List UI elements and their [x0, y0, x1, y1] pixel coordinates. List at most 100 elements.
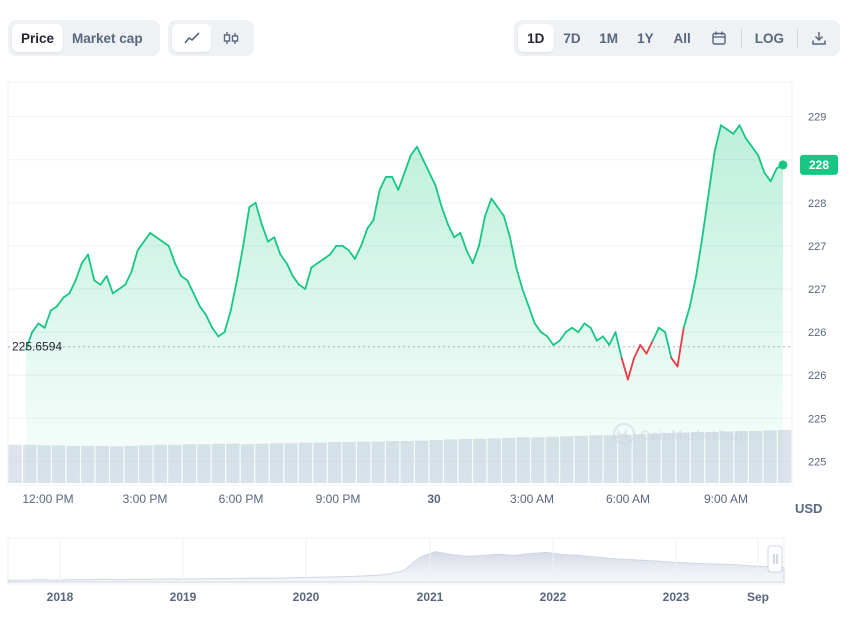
price-line-segment	[658, 326, 667, 333]
price-line-segment	[701, 193, 710, 239]
price-line-segment	[670, 357, 679, 368]
y-tick-label: 225	[808, 413, 826, 425]
price-line-segment	[546, 335, 555, 346]
price-line-segment	[161, 240, 170, 247]
watermark-text: CoinMarketCap	[640, 427, 743, 443]
price-line-segment	[316, 257, 325, 265]
price-line-segment	[409, 145, 418, 157]
price-line-segment	[676, 326, 685, 368]
price-line-segment	[763, 171, 772, 183]
price-line-segment	[87, 253, 96, 282]
price-line-segment	[447, 223, 456, 239]
price-line-segment	[49, 305, 58, 312]
navigator-tick-label: 2023	[663, 590, 690, 604]
price-line-segment	[558, 331, 567, 342]
log-toggle[interactable]: LOG	[754, 30, 784, 46]
range-navigator[interactable]	[7, 537, 785, 585]
line-chart-icon[interactable]	[172, 24, 211, 52]
price-line-segment	[68, 279, 77, 295]
price-line-segment	[291, 275, 300, 286]
price-line-segment	[118, 283, 127, 290]
price-line-segment	[533, 322, 542, 333]
price-line-segment	[254, 201, 263, 226]
price-line-segment	[651, 326, 660, 342]
current-price-tag: 228	[800, 154, 838, 175]
price-line-segment	[105, 275, 114, 295]
price-line-segment	[329, 245, 338, 256]
price-line-segment	[31, 322, 40, 333]
price-line-segment	[465, 249, 474, 265]
tab-market-cap[interactable]: Market cap	[72, 30, 143, 46]
price-line-segment	[347, 249, 356, 260]
price-line-segment	[564, 326, 573, 333]
price-line-segment	[279, 253, 288, 265]
navigator-handle[interactable]	[767, 545, 783, 573]
candlestick-icon[interactable]	[211, 24, 250, 52]
price-line-segment	[484, 197, 493, 217]
navigator-tick-label: 2021	[417, 590, 444, 604]
price-line-segment	[720, 124, 729, 131]
price-line-segment	[205, 313, 214, 329]
y-tick-label: 225	[808, 456, 826, 468]
range-toolbar: 1D 7D 1M 1Y All LOG	[514, 20, 840, 56]
price-line-segment	[707, 150, 716, 196]
toolbar-divider	[796, 28, 798, 48]
price-line-segment	[682, 305, 691, 329]
price-line-segment	[527, 305, 536, 325]
price-line-segment	[74, 262, 83, 282]
x-tick-label: 6:00 PM	[219, 492, 264, 506]
price-line-segment	[552, 339, 561, 346]
range-1m[interactable]: 1M	[599, 30, 619, 46]
reference-price-label: 225.6594	[12, 340, 62, 354]
currency-label: USD	[795, 501, 822, 516]
download-icon[interactable]	[802, 24, 837, 52]
range-1d[interactable]: 1D	[518, 24, 554, 52]
price-line-segment	[391, 176, 400, 191]
price-line-segment	[56, 296, 65, 308]
y-tick-label: 227	[808, 284, 826, 296]
navigator-tick-label: 2019	[170, 590, 197, 604]
price-line-segment	[236, 245, 245, 282]
price-line-segment	[633, 344, 642, 359]
price-line-segment	[639, 344, 648, 355]
chart-type-toggle	[168, 20, 254, 56]
price-line-segment	[273, 236, 282, 256]
x-tick-label: 3:00 PM	[123, 492, 168, 506]
price-line-segment	[695, 236, 704, 277]
x-axis: 12:00 PM 3:00 PM 6:00 PM 9:00 PM 30 3:00 AM 6:…	[22, 492, 748, 506]
price-line-segment	[223, 309, 232, 333]
price-line-segment	[149, 232, 158, 239]
price-line-segment	[602, 335, 611, 346]
range-7d[interactable]: 7D	[563, 30, 581, 46]
price-line-segment	[664, 331, 673, 359]
price-line-segment	[341, 245, 350, 252]
price-line-segment	[37, 322, 46, 329]
calendar-icon[interactable]	[700, 24, 737, 52]
coinmarketcap-watermark: CoinMarketCap	[612, 422, 743, 446]
price-line-segment	[515, 266, 524, 290]
price-line-segment	[403, 154, 412, 174]
price-line-segment	[571, 326, 580, 333]
navigator-tick-label: 2018	[47, 590, 74, 604]
price-line-segment	[434, 184, 443, 209]
y-tick-label: 229	[808, 112, 826, 124]
price-line-segment	[180, 275, 189, 282]
range-1y[interactable]: 1Y	[637, 30, 654, 46]
navigator-tick-label: Sep	[747, 590, 769, 604]
price-line-segment	[757, 154, 766, 174]
price-line-segment	[490, 197, 499, 209]
price-line-segment	[521, 288, 530, 308]
price-line-segment	[353, 245, 362, 260]
price-line-segment	[540, 331, 549, 338]
toolbar-divider	[741, 28, 742, 48]
price-line-segment	[198, 305, 207, 316]
navigator-tick-label: 2022	[540, 590, 567, 604]
x-tick-label: 3:00 AM	[510, 492, 554, 506]
price-line-segment	[142, 232, 151, 243]
price-line-segment	[732, 124, 741, 135]
price-line-segment	[80, 253, 89, 265]
price-line-segment	[583, 322, 592, 329]
range-all[interactable]: All	[673, 30, 691, 46]
tab-price[interactable]: Price	[12, 24, 64, 52]
